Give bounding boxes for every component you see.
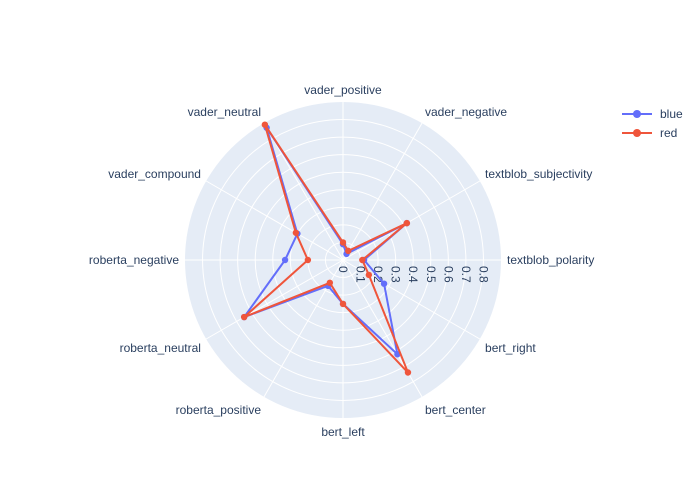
axis-label-vader_compound: vader_compound (108, 167, 201, 181)
axis-label-vader_positive: vader_positive (304, 83, 382, 97)
point-blue-bert_right[interactable] (380, 280, 388, 287)
axis-label-vader_neutral: vader_neutral (188, 105, 261, 119)
axis-label-roberta_neutral: roberta_neutral (120, 341, 201, 355)
radial-tick-label: 0.8 (476, 266, 490, 283)
grid-spoke (205, 259, 344, 340)
series-red (240, 121, 412, 376)
radial-tick-label: 0.2 (371, 266, 385, 283)
grid-spoke (205, 180, 344, 261)
radial-tick-labels: 0 0.1 0.2 0.3 0.4 0.5 0.6 0.7 0.8 (336, 266, 490, 283)
radial-tick-label: 0.7 (459, 266, 473, 283)
polar-grid (185, 102, 501, 418)
axis-label-textblob_subjectivity: textblob_subjectivity (485, 167, 592, 181)
point-red-vader_positive[interactable] (339, 239, 347, 246)
legend-swatch-red (620, 127, 654, 139)
grid-spoke (342, 180, 481, 261)
axis-label-roberta_negative: roberta_negative (89, 253, 179, 267)
point-red-bert_left[interactable] (339, 300, 347, 308)
legend-label-red: red (660, 125, 678, 140)
radial-tick-label: 0.6 (441, 266, 455, 283)
point-red-vader_negative[interactable] (345, 247, 352, 255)
point-red-roberta_neutral[interactable] (240, 313, 248, 321)
point-red-bert_center[interactable] (404, 369, 412, 376)
grid-spoke (263, 122, 344, 261)
point-red-textblob_subjectivity[interactable] (403, 219, 411, 227)
point-red-bert_right[interactable] (365, 271, 373, 279)
point-red-roberta_negative[interactable] (304, 256, 312, 264)
series-layer (240, 121, 412, 376)
legend-swatch-blue (620, 108, 654, 120)
point-blue-roberta_negative[interactable] (281, 256, 289, 264)
point-red-vader_compound[interactable] (292, 229, 300, 236)
grid-spoke (342, 259, 481, 340)
radial-tick-label: 0 (336, 266, 350, 273)
axis-label-textblob_polarity: textblob_polarity (507, 253, 594, 267)
axis-label-roberta_positive: roberta_positive (176, 403, 262, 417)
legend: blue red (620, 104, 698, 142)
legend-item-red[interactable]: red (620, 123, 698, 142)
grid-spoke (342, 122, 423, 261)
radial-tick-label: 0.5 (424, 266, 438, 283)
axis-label-bert_left: bert_left (321, 425, 365, 439)
axis-label-bert_center: bert_center (425, 403, 486, 417)
radial-tick-label: 0.1 (354, 266, 368, 283)
radial-tick-label: 0.4 (406, 266, 420, 283)
angular-axis-labels: textblob_polarity textblob_subjectivity va… (89, 83, 594, 439)
legend-item-blue[interactable]: blue (620, 104, 698, 123)
axis-label-bert_right: bert_right (485, 341, 536, 355)
legend-label-blue: blue (660, 106, 683, 121)
point-red-roberta_positive[interactable] (326, 279, 334, 287)
radial-tick-label: 0.3 (389, 266, 403, 283)
point-red-textblob_polarity[interactable] (359, 256, 366, 264)
axis-label-vader_negative: vader_negative (425, 105, 507, 119)
point-red-vader_neutral[interactable] (261, 121, 269, 128)
